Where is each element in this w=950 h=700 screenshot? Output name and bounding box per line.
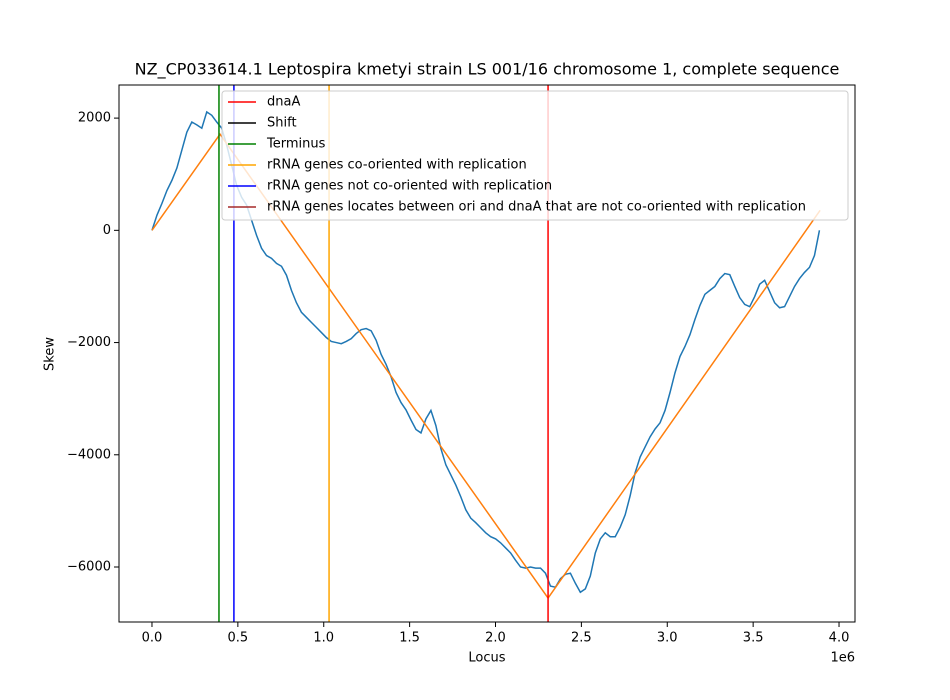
legend: dnaA Shift Terminus rRNA genes co-oriented … xyxy=(221,90,849,221)
legend-label: rRNA genes not co-oriented with replicat… xyxy=(267,179,552,194)
legend-box xyxy=(221,90,849,221)
legend-label: dnaA xyxy=(267,95,300,110)
x-tick-label: 1.5 xyxy=(399,631,420,646)
legend-label: rRNA genes co-oriented with replication xyxy=(267,158,527,173)
x-tick-label: 0.0 xyxy=(142,631,163,646)
legend-label: Terminus xyxy=(266,137,326,152)
y-tick-label: −6000 xyxy=(67,560,111,575)
legend-label: Shift xyxy=(267,116,297,131)
y-axis-label: Skew xyxy=(43,337,58,371)
legend-label: rRNA genes locates between ori and dnaA … xyxy=(267,200,806,215)
y-tick-label: 2000 xyxy=(78,111,111,126)
chart-title: NZ_CP033614.1 Leptospira kmetyi strain L… xyxy=(135,60,840,80)
x-tick-label: 1.0 xyxy=(313,631,334,646)
x-axis-label: Locus xyxy=(468,651,505,666)
y-tick-label: 0 xyxy=(103,223,111,238)
skew-fit-line xyxy=(151,132,821,600)
y-tick-label: −4000 xyxy=(67,447,111,462)
x-tick-label: 4.0 xyxy=(829,631,850,646)
x-tick-label: 3.0 xyxy=(657,631,678,646)
x-offset-label: 1e6 xyxy=(830,651,855,666)
plot-frame xyxy=(118,84,856,623)
skew-line xyxy=(151,110,821,594)
x-tick-label: 3.5 xyxy=(743,631,764,646)
x-tick-label: 0.5 xyxy=(228,631,249,646)
x-tick-label: 2.5 xyxy=(571,631,592,646)
x-tick-label: 2.0 xyxy=(485,631,506,646)
y-tick-label: −2000 xyxy=(67,335,111,350)
